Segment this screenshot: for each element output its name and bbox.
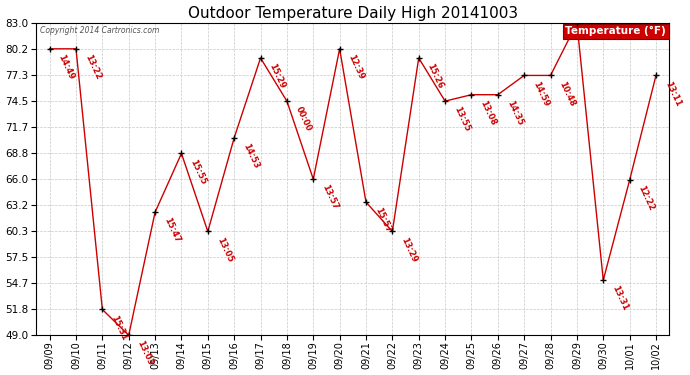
Text: 13:31: 13:31 — [610, 284, 629, 312]
Text: 13:11: 13:11 — [663, 80, 682, 108]
Text: Copyright 2014 Cartronics.com: Copyright 2014 Cartronics.com — [39, 26, 159, 35]
Text: 14:49: 14:49 — [57, 53, 76, 81]
Text: 13:08: 13:08 — [478, 99, 497, 127]
Text: 15:29: 15:29 — [268, 62, 287, 90]
Text: 15:31: 15:31 — [109, 314, 129, 342]
Text: 13:57: 13:57 — [320, 183, 339, 211]
Text: 10:48: 10:48 — [558, 80, 577, 108]
Text: 13:05: 13:05 — [215, 236, 234, 264]
Text: 15:26: 15:26 — [426, 62, 445, 90]
Text: 15:47: 15:47 — [162, 216, 181, 244]
Text: 00:00: 00:00 — [294, 105, 313, 133]
Title: Outdoor Temperature Daily High 20141003: Outdoor Temperature Daily High 20141003 — [188, 6, 518, 21]
Text: 13:03: 13:03 — [136, 339, 155, 367]
Text: 13:29: 13:29 — [400, 236, 419, 264]
Text: 12:22: 12:22 — [637, 184, 656, 212]
Text: 15:57: 15:57 — [373, 206, 393, 234]
Text: 13:55: 13:55 — [452, 105, 471, 134]
Text: 14:59: 14:59 — [531, 80, 551, 108]
Text: 14:35: 14:35 — [505, 99, 524, 127]
Text: 13:22: 13:22 — [83, 53, 102, 81]
Text: 12:39: 12:39 — [346, 53, 366, 81]
Text: 15:55: 15:55 — [188, 158, 208, 186]
Text: 14:53: 14:53 — [241, 142, 261, 170]
Text: Temperature (°F): Temperature (°F) — [565, 26, 666, 36]
